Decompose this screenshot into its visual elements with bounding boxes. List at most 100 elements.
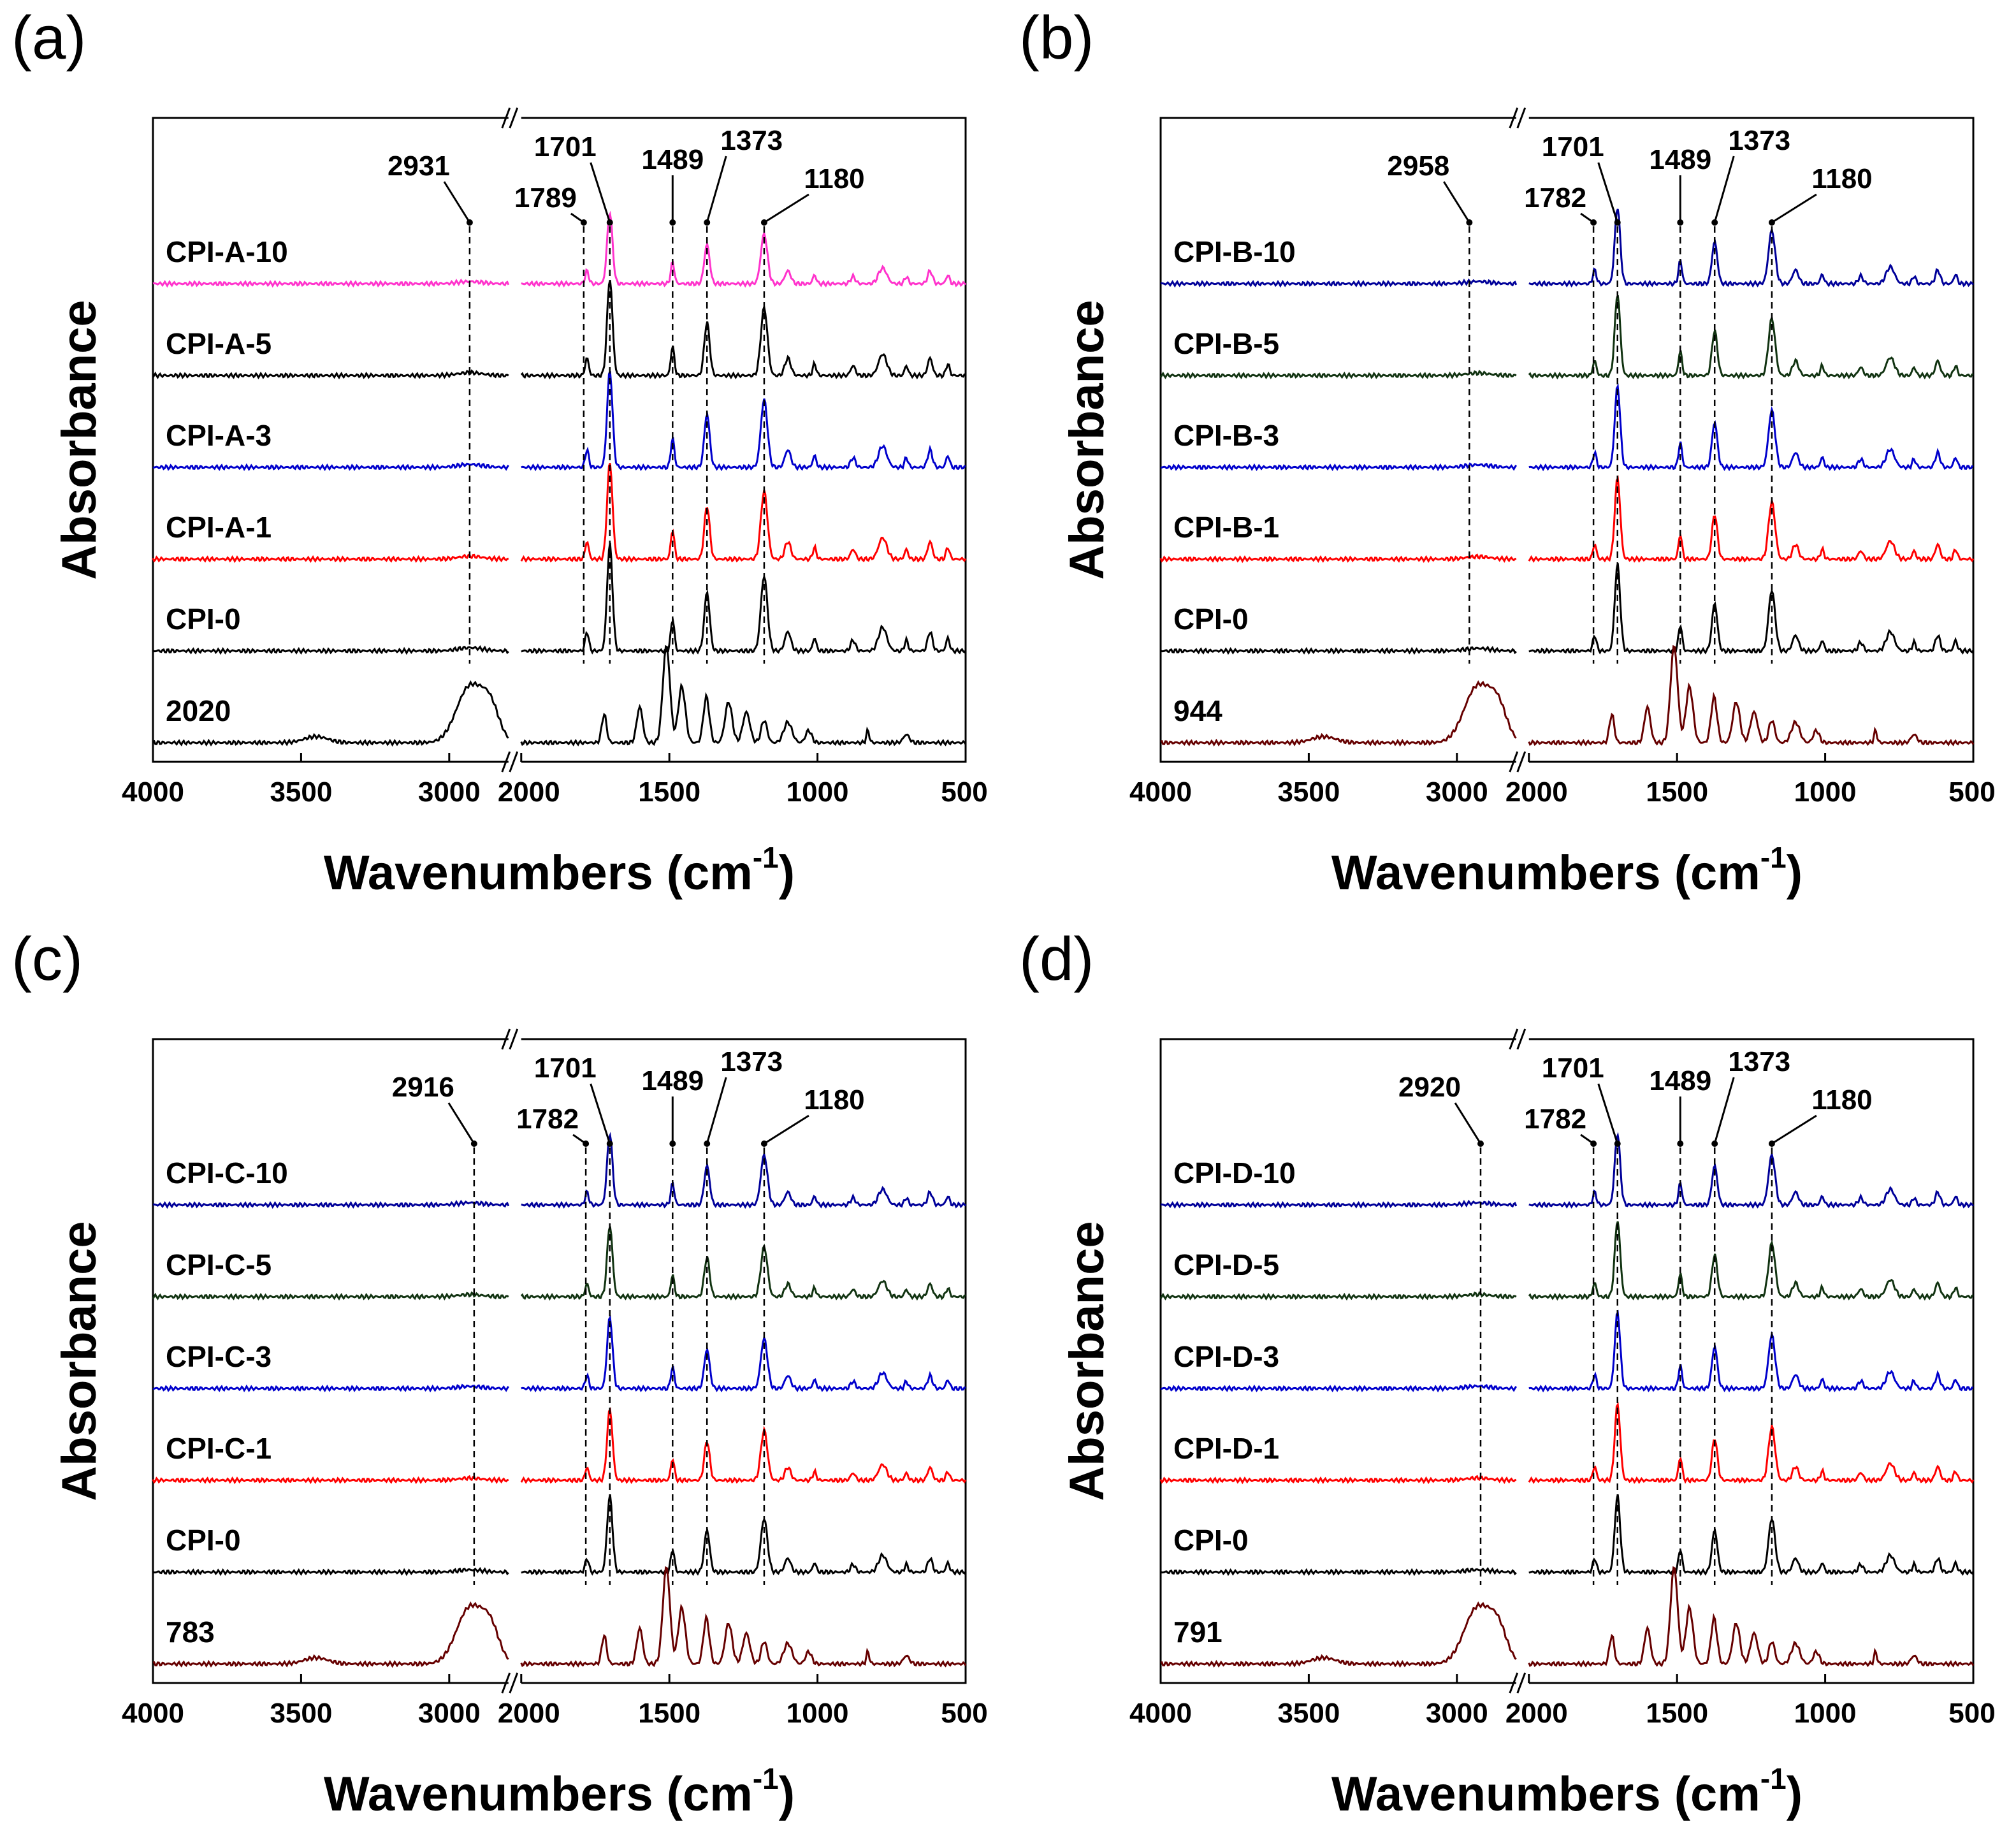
axis-break-mark: [1509, 1028, 1519, 1050]
x-tick-label: 3500: [1277, 776, 1340, 808]
peak-arrow: [706, 1077, 727, 1144]
peak-label: 1489: [1649, 1065, 1711, 1096]
peak-arrow-head: [1677, 219, 1684, 226]
axis-break-mark: [501, 1028, 511, 1050]
x-tick-label: 3500: [270, 1698, 332, 1729]
plot-frame-right: [1528, 1038, 1975, 1684]
series-line-cpi-d-3: [1528, 1309, 1974, 1393]
series-label: CPI-C-1: [166, 1432, 272, 1465]
y-axis-label: Absorbance: [1060, 1221, 1114, 1501]
series-label: CPI-A-1: [166, 511, 272, 544]
x-tick-label: 2000: [498, 776, 560, 808]
ftir-chart-svg: (b) 4000 3500 3000 2000 1500 1000 500 Wavenumber…: [1019, 4, 1996, 900]
peak-arrow-head: [760, 219, 767, 226]
x-tick-label: 500: [1948, 1698, 1995, 1729]
series-line-2020: [520, 645, 967, 747]
axis-break-mark: [1516, 1028, 1527, 1050]
peak-arrow: [1454, 1102, 1482, 1144]
chart-panel-c: (c) 4000 3500 3000 2000 1500 1000 500 Wavenumber…: [0, 921, 1008, 1843]
plot-frame-right: [1528, 117, 1975, 763]
series-line-cpi-c-1: [520, 1406, 967, 1484]
x-tick-label: 4000: [1129, 1698, 1192, 1729]
x-axis-label: Wavenumbers (cm-1): [324, 1762, 795, 1821]
peak-arrow-head: [1614, 219, 1621, 226]
peak-arrow-head: [606, 1140, 613, 1147]
peak-arrow-head: [1677, 1140, 1684, 1147]
series-line-783: [152, 1601, 509, 1668]
x-axis-label: Wavenumbers (cm-1): [324, 841, 795, 900]
x-tick-label: 1500: [1646, 1698, 1708, 1729]
peak-label: 1701: [1542, 131, 1604, 163]
panel-letter: (c): [11, 925, 83, 993]
axis-break-mark: [1509, 107, 1519, 129]
x-tick-label: 2000: [1505, 1698, 1568, 1729]
series-label: CPI-B-10: [1173, 235, 1296, 268]
series-label: CPI-C-3: [166, 1340, 272, 1373]
peak-label: 1373: [720, 125, 783, 156]
peak-arrow-head: [470, 1140, 477, 1147]
peak-arrow: [1597, 162, 1619, 223]
panel-letter: (a): [11, 4, 86, 72]
peak-arrow: [590, 162, 611, 223]
series-label: CPI-B-3: [1173, 419, 1279, 452]
peak-label: 1180: [804, 1084, 864, 1116]
peak-arrow: [1597, 1083, 1619, 1144]
series-line-cpi-b-5: [1528, 295, 1974, 380]
series-line-cpi-b-1: [1528, 475, 1975, 563]
series-line-cpi-d-1: [1159, 1475, 1517, 1485]
axis-break-mark: [1516, 107, 1527, 129]
peak-arrow-head: [1711, 219, 1718, 226]
series-label: CPI-A-10: [166, 235, 288, 268]
peak-label: 1489: [641, 144, 704, 175]
series-label: CPI-B-1: [1173, 511, 1279, 544]
peak-arrow-head: [1711, 1140, 1718, 1147]
axis-break-mark: [1516, 751, 1527, 773]
peak-label: 1782: [1524, 1104, 1586, 1135]
peak-label: 1489: [641, 1065, 704, 1096]
peak-arrow-head: [1768, 219, 1775, 226]
y-axis-label: Absorbance: [52, 300, 106, 579]
peak-arrow-head: [669, 1140, 676, 1147]
series-label: CPI-B-5: [1173, 327, 1279, 360]
series-label: 791: [1173, 1615, 1222, 1649]
x-tick-label: 1000: [1794, 1698, 1857, 1729]
series-label: 783: [166, 1615, 215, 1649]
peak-label: 1180: [804, 163, 864, 194]
plot-frame-right: [521, 117, 967, 763]
peak-arrow-head: [606, 219, 613, 226]
y-axis-label: Absorbance: [1060, 300, 1114, 579]
series-line-cpi-c-1: [152, 1475, 509, 1485]
peak-label: 1789: [514, 182, 577, 214]
series-line-cpi-d-10: [1528, 1132, 1975, 1209]
x-tick-label: 3000: [1426, 1698, 1488, 1729]
series-label: CPI-C-5: [166, 1248, 272, 1281]
peak-label: 1701: [534, 131, 597, 163]
x-tick-label: 2000: [498, 1698, 560, 1729]
chart-panel-a: (a) 4000 3500 3000 2000 1500 1000 500 Wavenumber…: [0, 0, 1008, 921]
peak-label: 2916: [392, 1072, 454, 1103]
series-line-944: [1528, 645, 1975, 747]
peak-arrow: [764, 193, 809, 224]
x-tick-label: 3000: [418, 776, 481, 808]
series-label: CPI-D-3: [1173, 1340, 1279, 1373]
peak-arrow: [590, 1083, 611, 1144]
series-line-cpi-a-3: [521, 370, 966, 472]
ftir-chart-svg: (a) 4000 3500 3000 2000 1500 1000 500 Wavenumber…: [11, 4, 988, 900]
x-tick-label: 3000: [1426, 776, 1488, 808]
peak-label: 1180: [1811, 163, 1872, 194]
y-axis-label: Absorbance: [52, 1221, 106, 1501]
series-line-cpi-c-10: [521, 1132, 967, 1209]
x-tick-label: 1000: [1794, 776, 1857, 808]
x-tick-label: 3500: [270, 776, 332, 808]
series-label: CPI-C-10: [166, 1156, 288, 1190]
axis-break-mark: [1516, 1672, 1527, 1694]
peak-arrow: [764, 1114, 809, 1145]
series-line-cpi-c-10: [152, 1199, 510, 1209]
series-line-cpi-a-3: [152, 462, 510, 472]
peak-arrow: [1713, 156, 1735, 223]
peak-label: 1180: [1811, 1084, 1872, 1116]
x-tick-label: 4000: [122, 1698, 184, 1729]
peak-arrow-head: [1590, 1140, 1597, 1147]
x-axis-label: Wavenumbers (cm-1): [1331, 841, 1802, 900]
x-tick-label: 2000: [1505, 776, 1568, 808]
